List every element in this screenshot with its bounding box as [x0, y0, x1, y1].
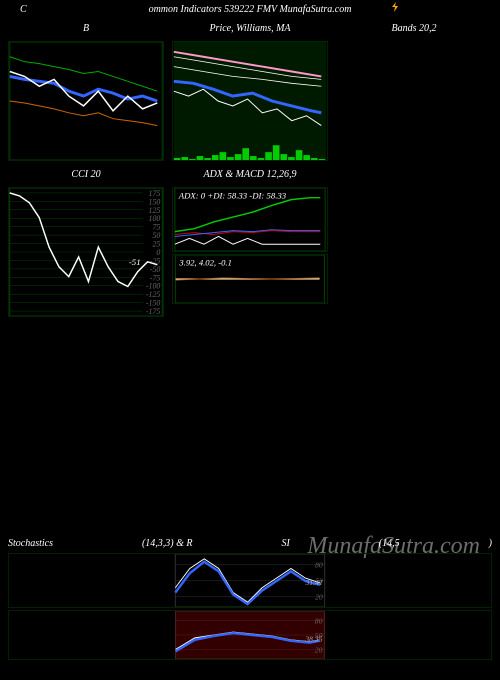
header-corner: C	[20, 4, 27, 15]
chart-price-title: Price, Williams, MA	[172, 23, 328, 37]
lightning-icon	[390, 2, 400, 12]
chart-adx-canvas: ADX: 0 +DI: 58.33 -DI: 58.33	[172, 187, 328, 252]
chart-price: Price, Williams, MA	[172, 23, 328, 161]
svg-text:-51: -51	[129, 257, 141, 267]
page-header: C ommon Indicators 539222 FMV MunafaSutr…	[0, 0, 500, 19]
rsi-params: (14,5	[379, 538, 400, 549]
chart-bands: Bands 20,2	[336, 23, 492, 161]
svg-text:20: 20	[315, 645, 323, 654]
rsi-title: SI	[281, 538, 289, 549]
svg-text:ADX: 0 +DI: 58.33 -DI: 58.33: ADX: 0 +DI: 58.33 -DI: 58.33	[178, 191, 287, 201]
svg-text:20: 20	[315, 592, 323, 601]
svg-text:31.41: 31.41	[304, 578, 322, 587]
chart-bands-title: Bands 20,2	[336, 23, 492, 37]
mid-chart-row: CCI 20 1751501251007550250-25-50-75-100-…	[0, 165, 500, 321]
chart-cci-title: CCI 20	[8, 169, 164, 183]
chart-b-title: B	[8, 23, 164, 37]
bottom-title-row: Stochastics (14,3,3) & R SI (14,5 )	[8, 538, 492, 549]
header-title: ommon Indicators 539222 FMV MunafaSutra.…	[149, 4, 352, 15]
svg-text:3.92, 4.02, -0.1: 3.92, 4.02, -0.1	[178, 258, 231, 268]
chart-stoch-canvas: 80502031.41	[8, 553, 492, 608]
stoch-params: (14,3,3) & R	[142, 538, 193, 549]
rsi-paren: )	[489, 538, 492, 549]
chart-rsi-canvas: 80502038.35	[8, 610, 492, 660]
svg-text:-175: -175	[146, 307, 160, 316]
chart-adx-macd: ADX & MACD 12,26,9 ADX: 0 +DI: 58.33 -DI…	[172, 169, 328, 317]
top-chart-row: B Price, Williams, MA Bands 20,2	[0, 19, 500, 165]
chart-cci-canvas: 1751501251007550250-25-50-75-100-125-150…	[8, 187, 164, 317]
svg-text:80: 80	[315, 616, 323, 625]
chart-b-canvas	[8, 41, 164, 161]
svg-text:38.35: 38.35	[304, 635, 322, 644]
chart-macd-canvas: 3.92, 4.02, -0.1	[172, 254, 328, 304]
svg-text:80: 80	[315, 560, 323, 569]
stoch-title: Stochastics	[8, 538, 53, 549]
bottom-chart-section: Stochastics (14,3,3) & R SI (14,5 ) 8050…	[8, 538, 492, 660]
chart-price-canvas	[172, 41, 328, 161]
chart-b: B	[8, 23, 164, 161]
chart-cci: CCI 20 1751501251007550250-25-50-75-100-…	[8, 169, 164, 317]
chart-adx-title: ADX & MACD 12,26,9	[172, 169, 328, 183]
